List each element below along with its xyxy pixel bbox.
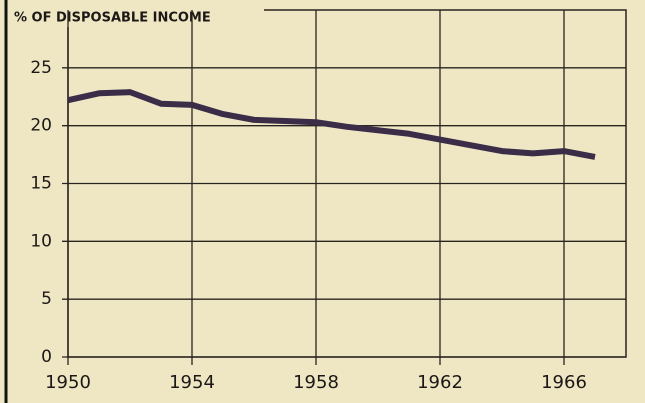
x-tick-label: 1950 (45, 372, 91, 393)
y-tick-label: 25 (30, 58, 52, 78)
y-tick-label: 5 (41, 289, 52, 309)
y-tick-label: 15 (30, 174, 52, 194)
x-tick-label: 1958 (293, 372, 339, 393)
y-tick-label: 10 (30, 231, 52, 251)
y-tick-label: 0 (41, 347, 52, 367)
x-tick-label: 1962 (417, 372, 463, 393)
y-tick-label: 20 (30, 116, 52, 136)
title-backdrop (12, 9, 264, 27)
data-line (67, 89, 596, 160)
chart-title: % OF DISPOSABLE INCOME (14, 11, 211, 26)
x-tick-label: 1966 (541, 372, 587, 393)
x-tick-label: 1954 (169, 372, 215, 393)
